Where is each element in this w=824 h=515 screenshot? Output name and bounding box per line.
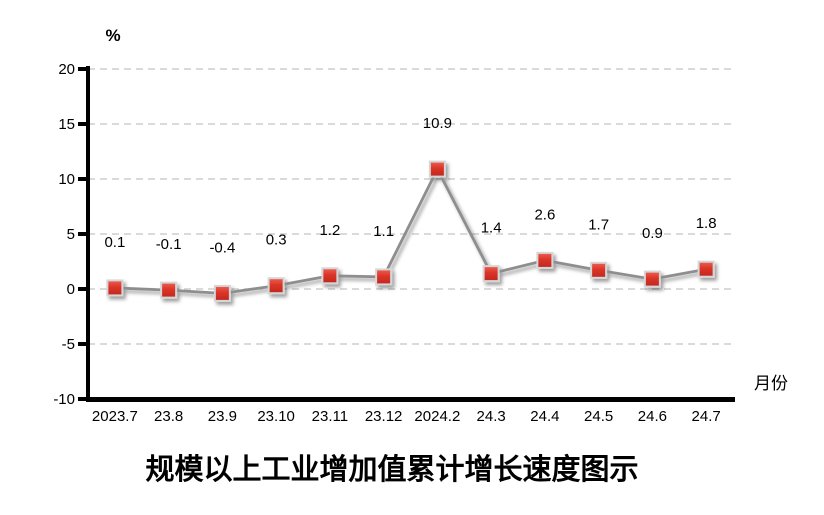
data-point-marker bbox=[482, 265, 500, 283]
x-tick-label: 23.9 bbox=[208, 408, 237, 425]
axis-and-data-labels: 20 15 10 5 0 -5 -10 0.1 -0.1 -0.4 0.3 1.2 1.1 10.9 1.4… bbox=[53, 61, 720, 425]
y-tick-label: -10 bbox=[53, 391, 75, 408]
data-label: 2.6 bbox=[534, 206, 555, 223]
x-tick-label: 23.12 bbox=[365, 408, 403, 425]
gridlines bbox=[88, 68, 733, 345]
data-point-marker bbox=[643, 270, 661, 288]
data-point-marker bbox=[321, 267, 339, 285]
x-tick-label: 24.5 bbox=[584, 408, 613, 425]
data-point-marker bbox=[213, 284, 231, 302]
data-label: 1.7 bbox=[588, 216, 609, 233]
data-point-marker bbox=[428, 160, 446, 178]
y-tick-label: -5 bbox=[62, 336, 75, 353]
data-label: 1.2 bbox=[319, 222, 340, 239]
x-tick-label: 24.3 bbox=[477, 408, 506, 425]
data-label: 1.1 bbox=[373, 223, 394, 240]
x-tick-label: 23.8 bbox=[154, 408, 183, 425]
data-label: -0.1 bbox=[156, 236, 182, 253]
data-point-marker bbox=[375, 268, 393, 286]
data-point-marker bbox=[590, 261, 608, 279]
y-tick-label: 0 bbox=[67, 281, 75, 298]
data-label: 10.9 bbox=[423, 115, 452, 132]
data-point-marker bbox=[160, 281, 178, 299]
chart-title: 规模以上工业增加值累计增长速度图示 bbox=[145, 454, 639, 486]
x-tick-label: 24.7 bbox=[692, 408, 721, 425]
y-tick-label: 20 bbox=[58, 61, 75, 78]
data-point-marker bbox=[536, 251, 554, 269]
data-label: 0.1 bbox=[104, 234, 125, 251]
data-label: 1.4 bbox=[481, 220, 502, 237]
data-label: 1.8 bbox=[696, 215, 717, 232]
x-tick-label: 24.6 bbox=[638, 408, 667, 425]
x-tick-label: 2024.2 bbox=[414, 408, 460, 425]
axes bbox=[78, 66, 735, 402]
series-line bbox=[114, 167, 707, 295]
y-tick-label: 5 bbox=[67, 226, 75, 243]
data-label: 0.9 bbox=[642, 225, 663, 242]
y-tick-label: 15 bbox=[58, 116, 75, 133]
data-series bbox=[106, 160, 715, 302]
data-point-marker bbox=[697, 260, 715, 278]
x-tick-label: 24.4 bbox=[530, 408, 559, 425]
data-label: -0.4 bbox=[209, 239, 235, 256]
data-label: 0.3 bbox=[266, 232, 287, 249]
data-point-marker bbox=[106, 279, 124, 297]
x-tick-label: 23.11 bbox=[312, 408, 348, 425]
x-tick-label: 2023.7 bbox=[92, 408, 138, 425]
x-axis-title: 月份 bbox=[754, 374, 788, 393]
y-axis-unit-label: % bbox=[105, 26, 121, 45]
y-tick-label: 10 bbox=[58, 171, 75, 188]
x-tick-label: 23.10 bbox=[257, 408, 295, 425]
data-point-marker bbox=[267, 277, 285, 295]
